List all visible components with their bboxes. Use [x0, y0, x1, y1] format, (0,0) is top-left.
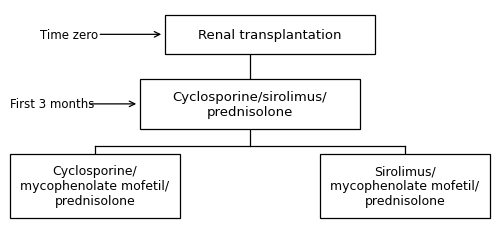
FancyBboxPatch shape [165, 16, 375, 54]
Text: First 3 months: First 3 months [10, 98, 94, 111]
Text: Renal transplantation: Renal transplantation [198, 29, 342, 42]
FancyBboxPatch shape [140, 79, 360, 129]
Text: Cyclosporine/
mycophenolate mofetil/
prednisolone: Cyclosporine/ mycophenolate mofetil/ pre… [20, 165, 170, 207]
Text: Cyclosporine/sirolimus/
prednisolone: Cyclosporine/sirolimus/ prednisolone [172, 91, 328, 118]
FancyBboxPatch shape [10, 154, 180, 218]
Text: Sirolimus/
mycophenolate mofetil/
prednisolone: Sirolimus/ mycophenolate mofetil/ predni… [330, 165, 480, 207]
Text: Time zero: Time zero [40, 29, 98, 42]
FancyBboxPatch shape [320, 154, 490, 218]
